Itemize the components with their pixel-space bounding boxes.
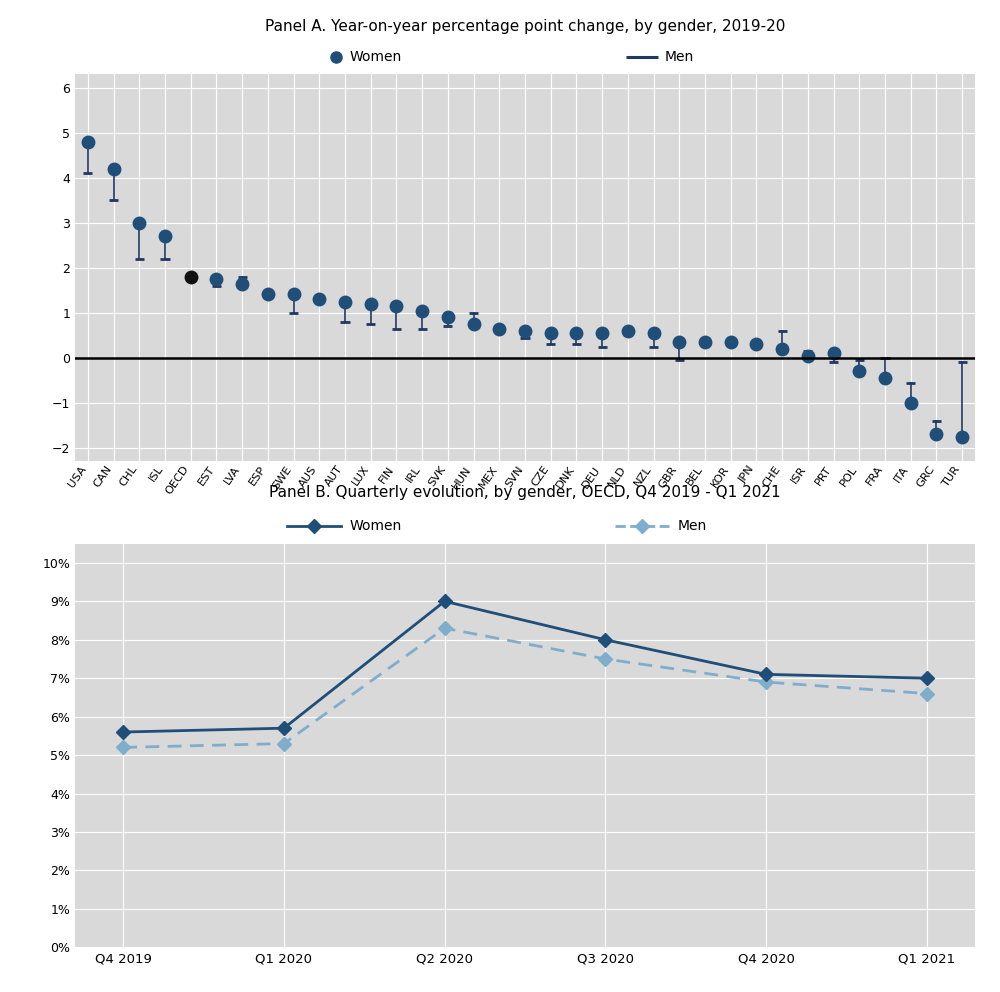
Text: Panel A. Year-on-year percentage point change, by gender, 2019-20: Panel A. Year-on-year percentage point c… [265, 19, 785, 34]
Text: Men: Men [664, 50, 694, 63]
Text: Men: Men [678, 519, 707, 533]
Text: Panel B. Quarterly evolution, by gender, OECD, Q4 2019 - Q1 2021: Panel B. Quarterly evolution, by gender,… [269, 485, 781, 500]
Text: Women: Women [350, 50, 402, 63]
Text: Women: Women [350, 519, 402, 533]
